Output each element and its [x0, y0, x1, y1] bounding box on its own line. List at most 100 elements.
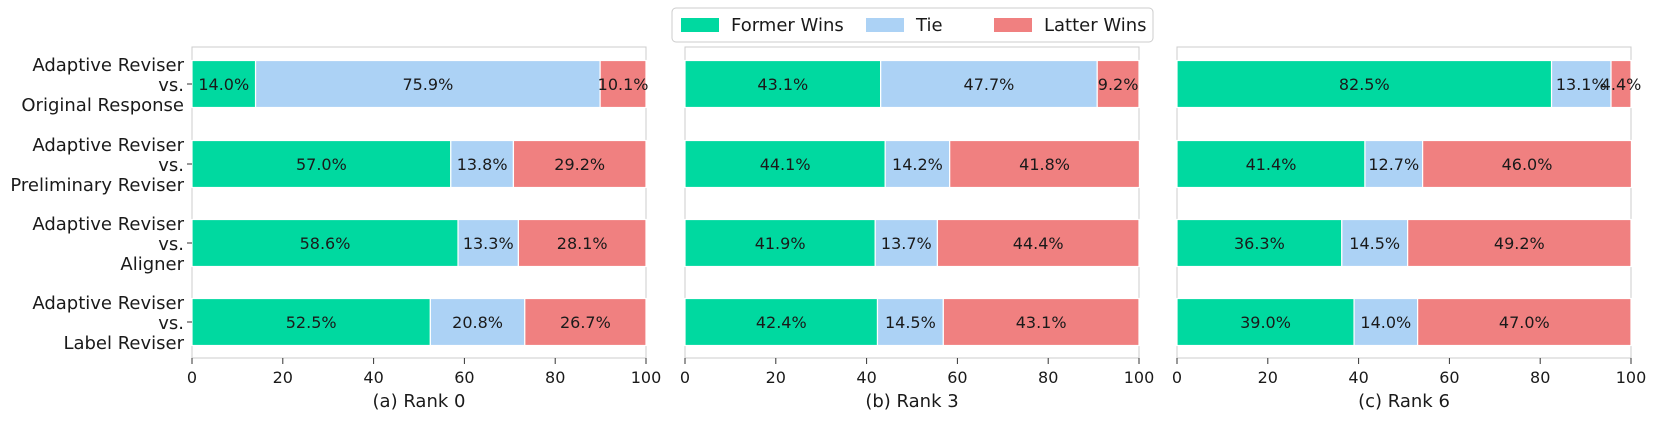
y-label-line: Original Response: [21, 95, 184, 116]
bar-label: 58.6%: [300, 234, 351, 253]
bar-tie: [884, 139, 951, 189]
bar-latter-wins: [1096, 59, 1140, 109]
bar-latter-wins: [1610, 59, 1632, 109]
bar-latter-wins: [1417, 297, 1632, 347]
bar-former-wins: [684, 139, 886, 189]
x-tick-label: 0: [187, 368, 197, 387]
bar-former-wins: [191, 139, 452, 189]
bar-tie: [450, 139, 515, 189]
bar-label: 44.1%: [760, 155, 811, 174]
bar-former-wins: [684, 218, 876, 268]
bar-former-wins: [191, 59, 257, 109]
legend-label-former-wins: Former Wins: [731, 15, 844, 36]
bar-former-wins: [1176, 297, 1355, 347]
bar-label: 14.5%: [885, 313, 936, 332]
bar-latter-wins: [599, 59, 647, 109]
y-label-line: vs.: [158, 313, 184, 334]
bar-tie: [1364, 139, 1424, 189]
bar-label: 26.7%: [560, 313, 611, 332]
bar-label: 14.0%: [1360, 313, 1411, 332]
x-tick-label: 20: [766, 368, 786, 387]
bar-label: 13.3%: [463, 234, 514, 253]
legend-label-latter-wins: Latter Wins: [1044, 15, 1147, 36]
bar-label: 43.1%: [757, 75, 808, 94]
y-label-line: Adaptive Reviser: [32, 214, 184, 235]
y-label-line: vs.: [158, 75, 184, 96]
x-tick-label: 20: [273, 368, 293, 387]
bar-tie: [254, 59, 601, 109]
bar-label: 28.1%: [557, 234, 608, 253]
x-tick-label: 100: [631, 368, 662, 387]
x-tick-label: 20: [1258, 368, 1278, 387]
bar-latter-wins: [942, 297, 1140, 347]
bar-label: 13.8%: [457, 155, 508, 174]
y-label-line: Preliminary Reviser: [10, 175, 184, 196]
panel-1: 43.1% 44.1% 41.9% 42.4% 47.7% 14.2% 13.7% 14.5%…: [680, 46, 1155, 412]
bar-label: 41.8%: [1019, 155, 1070, 174]
legend-frame: [671, 7, 1154, 43]
bar-label: 46.0%: [1502, 155, 1553, 174]
bar-label: 47.7%: [964, 75, 1015, 94]
legend-swatch-former-wins: [681, 18, 719, 32]
bar-label: 4.4%: [1601, 75, 1642, 94]
y-label-line: Label Reviser: [63, 333, 184, 354]
bar-tie: [1353, 297, 1419, 347]
bar-latter-wins: [512, 139, 647, 189]
bar-former-wins: [1176, 218, 1343, 268]
bar-label: 47.0%: [1499, 313, 1550, 332]
bar-latter-wins: [1407, 218, 1632, 268]
bar-label: 44.4%: [1013, 234, 1064, 253]
bar-label: 42.4%: [756, 313, 807, 332]
bar-former-wins: [684, 297, 879, 347]
bar-label: 75.9%: [402, 75, 453, 94]
x-tick-label: 40: [363, 368, 383, 387]
bar-label: 57.0%: [296, 155, 347, 174]
x-tick-label: 60: [454, 368, 474, 387]
bar-latter-wins: [524, 297, 647, 347]
bar-label: 20.8%: [452, 313, 503, 332]
panel-2: 82.5% 41.4% 36.3% 39.0% 13.1% 12.7% 14.5% 14.0%…: [1172, 46, 1647, 412]
bar-latter-wins: [936, 218, 1140, 268]
axes-frame: [1176, 46, 1632, 359]
bar-tie: [457, 218, 520, 268]
x-tick-label: 80: [1530, 368, 1550, 387]
bar-tie: [429, 297, 526, 347]
bar-label: 29.2%: [554, 155, 605, 174]
bar-label: 12.7%: [1368, 155, 1419, 174]
bar-label: 49.2%: [1494, 234, 1545, 253]
bar-latter-wins: [1422, 139, 1633, 189]
panel-0: 14.0% 57.0% 58.6% 52.5% 75.9% 13.8% 13.3% 20.8%…: [187, 46, 662, 412]
x-tick-label: 80: [545, 368, 565, 387]
x-tick-label: 80: [1038, 368, 1058, 387]
y-label-line: Adaptive Reviser: [32, 55, 184, 76]
axes-frame: [684, 46, 1140, 359]
bar-former-wins: [1176, 139, 1366, 189]
bar-label: 52.5%: [286, 313, 337, 332]
bar-label: 13.7%: [881, 234, 932, 253]
x-tick-label: 40: [1348, 368, 1368, 387]
bar-label: 82.5%: [1339, 75, 1390, 94]
bar-label: 10.1%: [598, 75, 649, 94]
bar-tie: [880, 59, 1098, 109]
panel-title: (a) Rank 0: [373, 391, 466, 412]
bar-label: 41.4%: [1246, 155, 1297, 174]
y-label-line: Adaptive Reviser: [32, 135, 184, 156]
bar-label: 14.2%: [892, 155, 943, 174]
y-label-line: Aligner: [120, 254, 184, 275]
legend-swatch-tie: [866, 18, 904, 32]
axes-frame: [191, 46, 647, 359]
bar-tie: [876, 297, 944, 347]
x-tick-label: 60: [947, 368, 967, 387]
x-tick-label: 100: [1616, 368, 1647, 387]
bar-label: 9.2%: [1098, 75, 1139, 94]
bar-latter-wins: [517, 218, 647, 268]
bar-label: 43.1%: [1016, 313, 1067, 332]
panel-title: (b) Rank 3: [865, 391, 958, 412]
x-tick-label: 60: [1439, 368, 1459, 387]
x-tick-label: 100: [1124, 368, 1155, 387]
